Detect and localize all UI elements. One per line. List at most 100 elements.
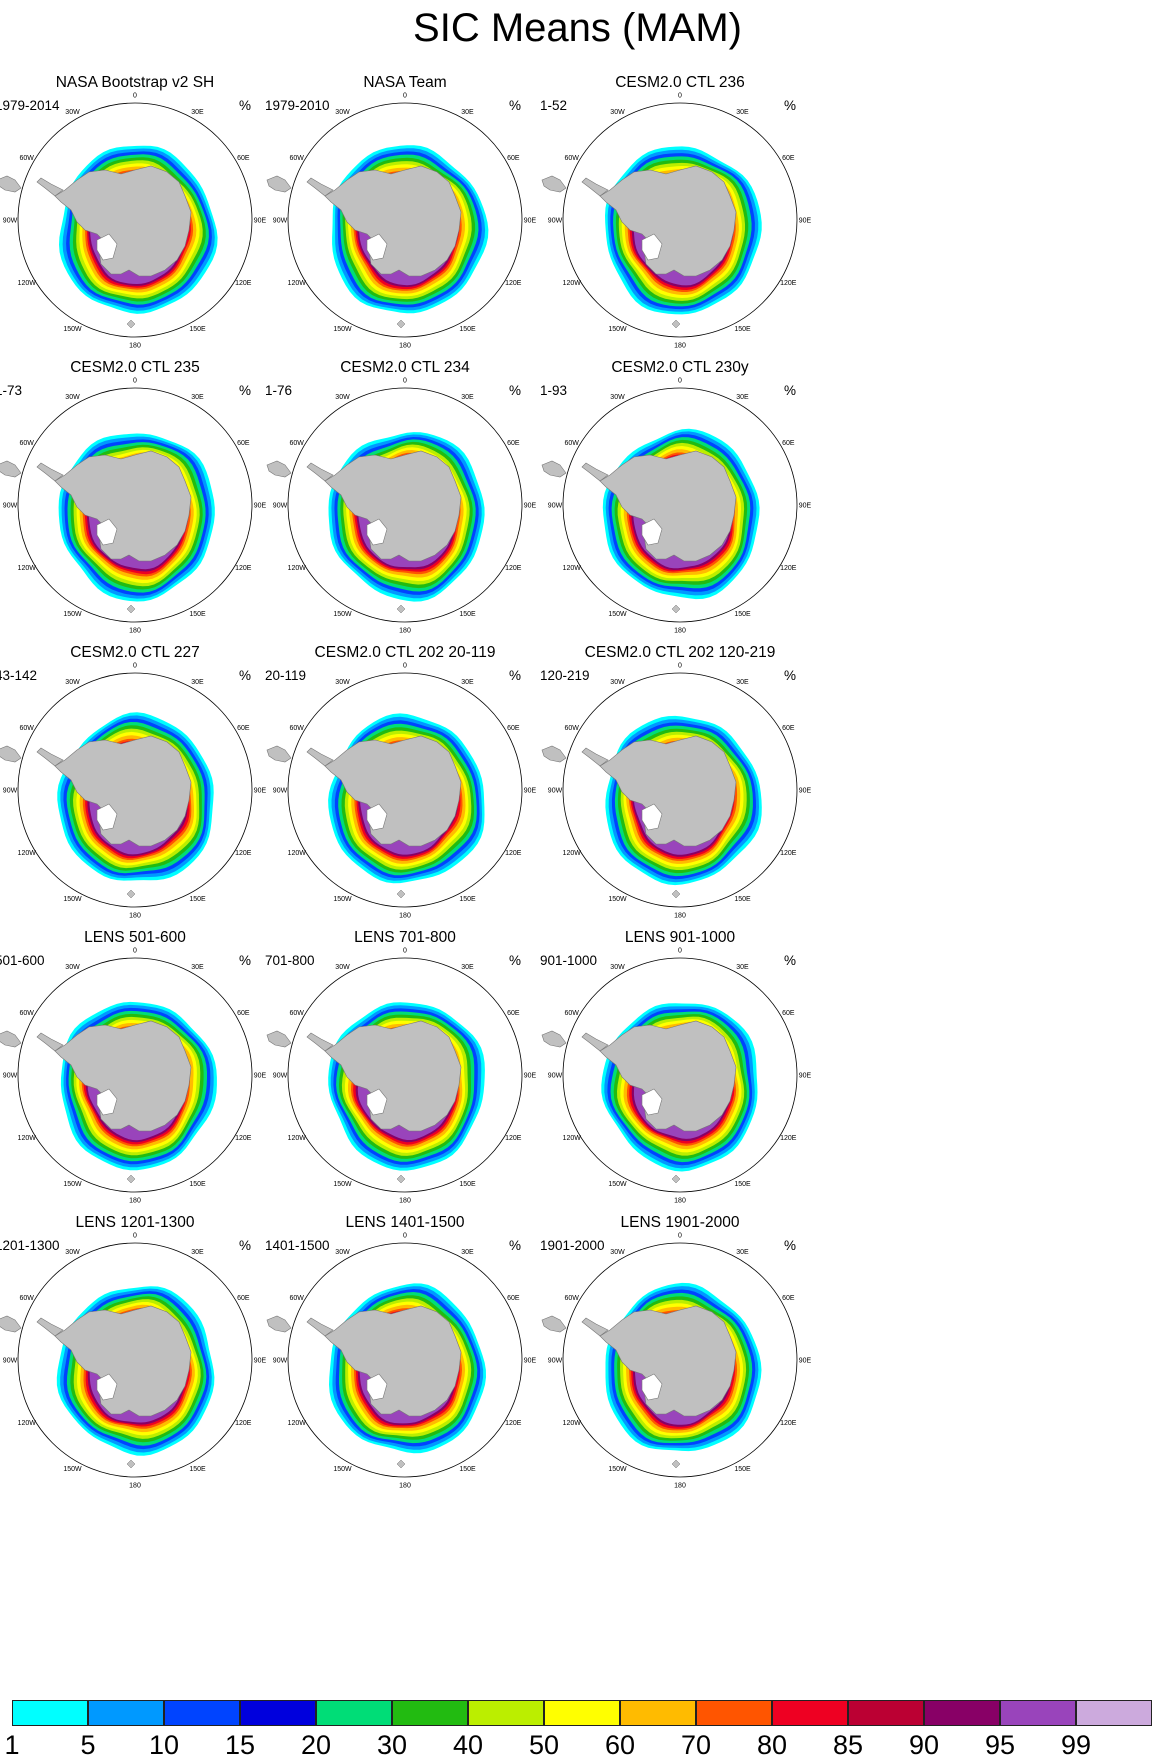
antarctic-peninsula <box>581 177 609 197</box>
antarctica-landmass <box>54 450 192 562</box>
longitude-label: 90E <box>524 1358 537 1365</box>
longitude-label: 30E <box>736 394 749 401</box>
longitude-label: 60E <box>237 1010 250 1017</box>
ice-shelf <box>366 518 388 546</box>
longitude-label: 60W <box>19 725 34 732</box>
longitude-label: 30E <box>191 1249 204 1256</box>
longitude-label: 90E <box>799 218 812 225</box>
longitude-label: 150W <box>333 1466 352 1473</box>
polar-stereographic-map: 0 30E 60E 90E 120E 150E 180 150W 120W 90W 60W 30W <box>266 1233 537 1490</box>
longitude-label: 150W <box>333 896 352 903</box>
longitude-label: 150W <box>333 611 352 618</box>
panel-title: NASA Bootstrap v2 SH <box>55 74 215 91</box>
map-panel: 0 30E 60E 90E 120E 150E 180 150W 120W 90W 60W 30W LE… <box>0 1202 285 1522</box>
longitude-label: 0 <box>133 948 137 955</box>
longitude-label: 180 <box>129 913 141 920</box>
longitude-label: 60E <box>507 1295 520 1302</box>
antarctica-landmass <box>324 735 462 847</box>
polar-stereographic-map: 0 30E 60E 90E 120E 150E 180 150W 120W 90W 60W 30W <box>541 93 812 350</box>
ice-shelf <box>96 233 118 261</box>
antarctic-peninsula <box>36 462 64 482</box>
longitude-label: 60E <box>237 440 250 447</box>
longitude-label: 150W <box>608 1466 627 1473</box>
ice-shelf <box>96 1088 118 1116</box>
map-panel: 0 30E 60E 90E 120E 150E 180 150W 120W 90W 60W 30W CE… <box>0 632 285 952</box>
panel-year-range: 1-93 <box>540 383 568 398</box>
longitude-label: 30W <box>335 109 350 116</box>
longitude-label: 150E <box>189 1181 206 1188</box>
colorbar-swatch <box>924 1700 1000 1726</box>
longitude-label: 120E <box>505 565 522 572</box>
longitude-label: 90W <box>3 218 18 225</box>
antarctic-peninsula <box>306 462 334 482</box>
ice-shelf <box>641 803 663 831</box>
colorbar-swatch <box>468 1700 544 1726</box>
longitude-label: 120W <box>18 1420 37 1427</box>
longitude-label: 60E <box>507 725 520 732</box>
longitude-label: 60E <box>782 725 795 732</box>
south-america-tip <box>0 460 22 478</box>
south-america-tip <box>541 460 567 478</box>
longitude-label: 90E <box>254 1073 267 1080</box>
longitude-label: 150E <box>459 896 476 903</box>
longitude-label: 0 <box>133 93 137 100</box>
longitude-label: 120W <box>563 1135 582 1142</box>
longitude-label: 60W <box>289 440 304 447</box>
colorbar <box>12 1700 1152 1726</box>
longitude-label: 150E <box>459 611 476 618</box>
colorbar-tick-label: 15 <box>224 1730 256 1760</box>
longitude-label: 150E <box>189 326 206 333</box>
island <box>126 1459 136 1469</box>
longitude-label: 60E <box>237 1295 250 1302</box>
longitude-label: 90E <box>799 503 812 510</box>
longitude-label: 150W <box>608 611 627 618</box>
south-america-tip <box>0 175 22 193</box>
island <box>396 1174 406 1184</box>
longitude-label: 120W <box>288 565 307 572</box>
longitude-label: 150W <box>63 326 82 333</box>
polar-stereographic-map: 0 30E 60E 90E 120E 150E 180 150W 120W 90W 60W 30W <box>541 378 812 635</box>
longitude-label: 180 <box>399 343 411 350</box>
polar-stereographic-map: 0 30E 60E 90E 120E 150E 180 150W 120W 90W 60W 30W <box>541 663 812 920</box>
longitude-label: 30E <box>461 679 474 686</box>
longitude-label: 150E <box>734 611 751 618</box>
panel-units: % <box>239 98 252 113</box>
colorbar-tick-label: 70 <box>680 1730 712 1760</box>
longitude-label: 120E <box>505 1135 522 1142</box>
longitude-label: 120W <box>288 280 307 287</box>
longitude-label: 60W <box>289 1010 304 1017</box>
longitude-label: 30E <box>191 964 204 971</box>
longitude-label: 180 <box>129 1198 141 1205</box>
longitude-label: 150W <box>63 1466 82 1473</box>
panel-year-range: 701-800 <box>265 953 315 968</box>
longitude-label: 30W <box>610 1249 625 1256</box>
longitude-label: 60E <box>507 155 520 162</box>
longitude-label: 90E <box>524 788 537 795</box>
panel-year-range: 20-119 <box>265 668 307 683</box>
longitude-label: 0 <box>678 663 682 670</box>
longitude-label: 60W <box>564 155 579 162</box>
longitude-label: 90E <box>799 1358 812 1365</box>
longitude-label: 60E <box>507 440 520 447</box>
colorbar-tick-label: 20 <box>300 1730 332 1760</box>
antarctic-peninsula <box>581 1317 609 1337</box>
colorbar-swatch <box>772 1700 848 1726</box>
longitude-label: 150W <box>608 1181 627 1188</box>
longitude-label: 0 <box>403 93 407 100</box>
longitude-label: 30E <box>736 109 749 116</box>
polar-stereographic-map: 0 30E 60E 90E 120E 150E 180 150W 120W 90W 60W 30W <box>0 663 267 920</box>
south-america-tip <box>541 745 567 763</box>
longitude-label: 30W <box>335 964 350 971</box>
longitude-label: 30W <box>65 394 80 401</box>
south-america-tip <box>0 1030 22 1048</box>
longitude-label: 60W <box>289 725 304 732</box>
south-america-tip <box>266 175 292 193</box>
longitude-label: 150W <box>333 1181 352 1188</box>
longitude-label: 60W <box>19 155 34 162</box>
longitude-label: 30E <box>191 679 204 686</box>
longitude-label: 30E <box>736 964 749 971</box>
longitude-label: 90W <box>3 503 18 510</box>
panel-units: % <box>784 1238 797 1253</box>
map-panel: 0 30E 60E 90E 120E 150E 180 150W 120W 90W 60W 30W LE… <box>530 1202 830 1522</box>
